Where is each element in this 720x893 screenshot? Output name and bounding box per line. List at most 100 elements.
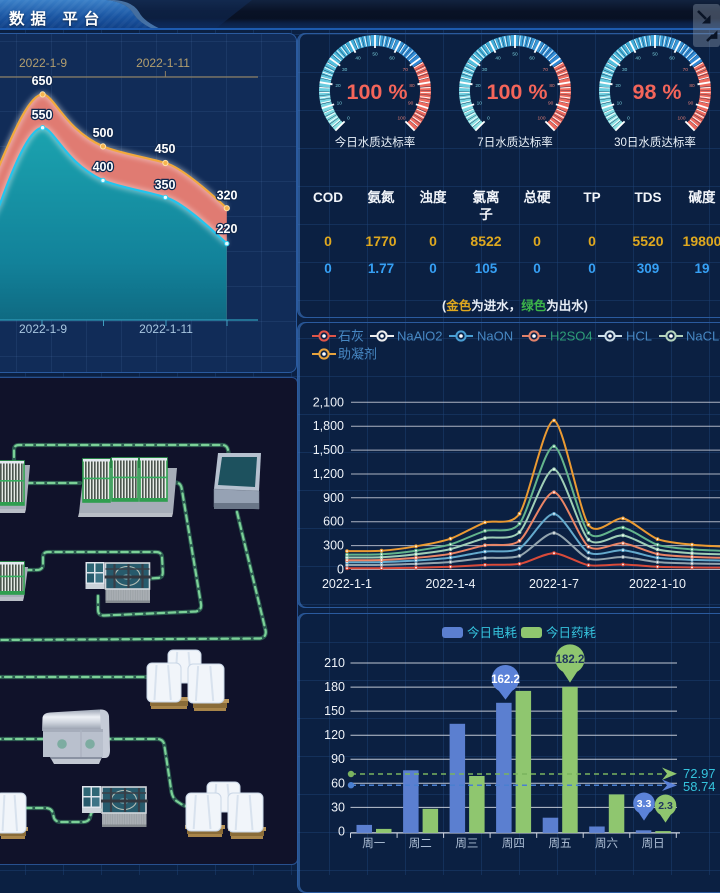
svg-text:NaON: NaON [477,329,513,344]
svg-text:60: 60 [529,56,535,62]
svg-text:助凝剂: 助凝剂 [338,347,377,362]
svg-text:石灰: 石灰 [338,329,364,344]
svg-text:30: 30 [331,800,345,814]
svg-text:今日电耗: 今日电耗 [467,625,518,640]
svg-text:2022-1-4: 2022-1-4 [425,577,475,591]
svg-text:COD: COD [313,190,343,205]
svg-text:NaAlO2: NaAlO2 [397,329,443,344]
svg-text:80: 80 [409,83,415,89]
svg-text:900: 900 [323,491,344,505]
svg-text:309: 309 [637,261,660,276]
svg-text:80: 80 [689,83,695,89]
svg-text:氯离: 氯离 [473,189,500,205]
svg-text:500: 500 [93,126,114,140]
svg-text:100: 100 [677,116,685,122]
svg-text:氨氮: 氨氮 [368,189,395,205]
svg-text:162.2: 162.2 [491,674,520,686]
svg-text:0: 0 [487,116,490,122]
svg-text:2.3: 2.3 [658,800,673,812]
svg-text:0: 0 [429,233,437,249]
svg-text:600: 600 [323,515,344,529]
svg-text:NaCLO: NaCLO [686,329,720,344]
svg-text:0: 0 [588,233,596,249]
svg-text:0: 0 [533,233,541,249]
svg-text:30: 30 [342,67,348,73]
svg-text:周四: 周四 [502,837,525,850]
svg-text:1770: 1770 [365,233,396,249]
svg-text:20: 20 [335,83,341,89]
svg-text:1,200: 1,200 [313,467,344,481]
svg-text:40: 40 [635,56,641,62]
svg-text:105: 105 [475,261,498,276]
svg-text:150: 150 [324,704,345,718]
svg-text:100 %: 100 % [347,80,408,104]
svg-text:TDS: TDS [635,190,662,205]
svg-text:0: 0 [627,116,630,122]
svg-text:0: 0 [338,824,345,838]
svg-text:19: 19 [694,261,709,276]
svg-text:0: 0 [347,116,350,122]
svg-text:180: 180 [324,680,345,694]
svg-text:周二: 周二 [409,837,432,850]
svg-text:0: 0 [337,563,344,577]
svg-text:100: 100 [537,116,545,122]
svg-text:182.2: 182.2 [556,654,585,666]
svg-text:总硬: 总硬 [524,189,552,205]
svg-text:10: 10 [477,101,483,107]
svg-text:98 %: 98 % [632,80,681,104]
svg-text:50: 50 [372,52,378,58]
svg-text:400: 400 [93,160,114,174]
svg-text:10: 10 [337,101,343,107]
svg-text:8522: 8522 [470,233,501,249]
svg-text:30: 30 [622,67,628,73]
svg-text:550: 550 [32,108,53,122]
svg-text:90: 90 [331,752,345,766]
svg-text:1,500: 1,500 [313,443,344,457]
svg-text:2,100: 2,100 [313,395,344,409]
svg-text:1.77: 1.77 [368,261,394,276]
svg-text:周日: 周日 [642,837,665,850]
svg-text:碱度: 碱度 [689,189,717,205]
svg-text:40: 40 [355,56,361,62]
svg-text:2022-1-11: 2022-1-11 [139,322,193,336]
svg-text:40: 40 [495,56,501,62]
svg-text:(金色为进水，绿色为出水): (金色为进水，绿色为出水) [442,298,588,313]
svg-text:50: 50 [652,52,658,58]
svg-text:50: 50 [512,52,518,58]
svg-text:H2SO4: H2SO4 [550,329,593,344]
svg-text:TP: TP [583,190,600,205]
svg-text:80: 80 [549,83,555,89]
svg-text:650: 650 [32,74,53,88]
svg-text:今日药耗: 今日药耗 [546,625,597,640]
svg-text:2022-1-7: 2022-1-7 [529,577,579,591]
svg-text:70: 70 [403,67,409,73]
svg-text:0: 0 [588,261,596,276]
svg-text:60: 60 [389,56,395,62]
svg-text:浊度: 浊度 [420,189,447,205]
svg-text:0: 0 [429,261,437,276]
svg-text:今日水质达标率: 今日水质达标率 [335,135,416,149]
svg-text:60: 60 [331,776,345,790]
svg-text:5520: 5520 [632,233,663,249]
svg-text:20: 20 [615,83,621,89]
svg-text:HCL: HCL [626,329,652,344]
svg-text:320: 320 [217,189,238,203]
svg-text:100: 100 [397,116,405,122]
svg-text:220: 220 [217,222,238,236]
svg-text:20: 20 [475,83,481,89]
svg-text:周五: 周五 [549,837,572,850]
svg-text:1,800: 1,800 [313,419,344,433]
svg-text:2022-1-9: 2022-1-9 [19,322,67,336]
svg-text:210: 210 [324,656,345,670]
svg-text:450: 450 [155,142,176,156]
svg-text:周一: 周一 [362,837,385,850]
svg-text:70: 70 [683,67,689,73]
svg-text:0: 0 [533,261,541,276]
svg-text:90: 90 [548,101,554,107]
svg-text:2022-1-9: 2022-1-9 [19,56,67,70]
svg-text:2022-1-1: 2022-1-1 [322,577,372,591]
svg-text:30日水质达标率: 30日水质达标率 [614,135,696,149]
svg-text:70: 70 [543,67,549,73]
svg-text:90: 90 [408,101,414,107]
svg-text:10: 10 [617,101,623,107]
